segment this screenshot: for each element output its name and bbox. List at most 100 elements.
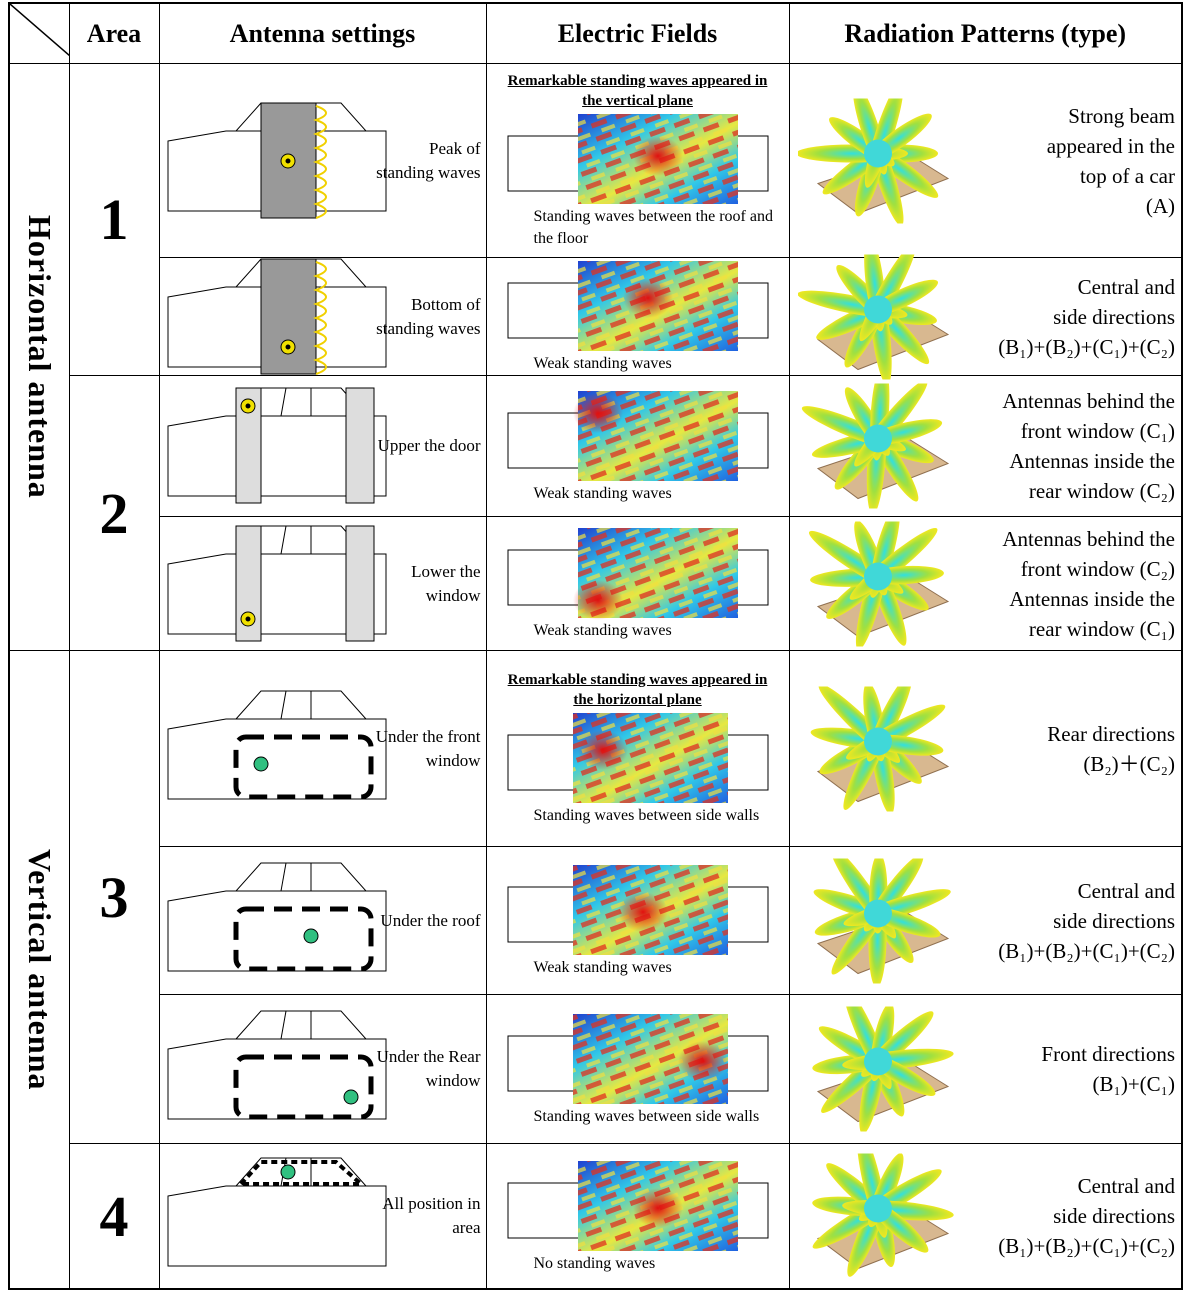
pattern-line: (B₁)+(B₂)+(C₁)+(C₂) [998, 1231, 1175, 1261]
setting-box: Under the Rear window [160, 995, 486, 1143]
table-row: 2Upper the doorWeak standing wavesAntenn… [9, 376, 1182, 517]
header-cell: Electric Fields [486, 3, 789, 64]
field-map [503, 710, 773, 805]
pattern-line: Central and [998, 876, 1175, 906]
car-diagram [166, 524, 396, 644]
setting-box: Lower the window [160, 517, 486, 650]
pattern-line: side directions [998, 302, 1175, 332]
setting-box: Under the roof [160, 847, 486, 994]
field-map [503, 862, 773, 957]
field-cell: Weak standing waves [486, 847, 789, 995]
door-panel [346, 388, 374, 503]
field-caption: Standing waves between the roof and the … [502, 206, 774, 250]
radiation-pattern [798, 1007, 958, 1132]
car-diagram [166, 386, 396, 506]
pattern-line: (B₁)+(C₁) [1041, 1069, 1175, 1099]
group-label: Horizontal antenna [21, 215, 58, 499]
field-box: Remarkable standing waves appeared in th… [487, 71, 789, 250]
setting-label: Under the Rear window [376, 1045, 481, 1093]
pattern-text: Front directions(B₁)+(C₁) [1041, 1039, 1175, 1099]
field-hotspot [633, 1188, 683, 1228]
field-cell: Remarkable standing waves appeared in th… [486, 64, 789, 258]
area-cell: 1 [69, 64, 159, 376]
car-cabin [236, 863, 366, 891]
setting-box: All position in area [160, 1144, 486, 1288]
pattern-line: appeared in the [1047, 131, 1175, 161]
field-box: No standing waves [487, 1158, 789, 1275]
source [281, 1165, 295, 1179]
pattern-line: top of a car [1047, 161, 1175, 191]
pattern-line: side directions [998, 906, 1175, 936]
pattern-line: rear window (C₁) [1002, 614, 1175, 644]
field-caption: Weak standing waves [502, 483, 774, 505]
field-cell: Weak standing waves [486, 376, 789, 517]
pattern-line: Antennas behind the [1002, 386, 1175, 416]
field-box: Weak standing waves [487, 388, 789, 505]
area-cell: 2 [69, 376, 159, 651]
pattern-cell: Central andside directions(B₁)+(B₂)+(C₁)… [789, 847, 1182, 995]
setting-label: Under the roof [376, 909, 481, 933]
pillar [281, 526, 286, 554]
field-box: Weak standing waves [487, 258, 789, 375]
field-cell: Remarkable standing waves appeared in th… [486, 651, 789, 847]
pattern-box: Strong beamappeared in thetop of a car(A… [790, 64, 1182, 257]
pattern-line: Antennas inside the [1002, 446, 1175, 476]
field-cell: No standing waves [486, 1144, 789, 1290]
setting-label: Bottom of standing waves [376, 293, 481, 341]
setting-box: Upper the door [160, 376, 486, 516]
setting-box: Bottom of standing waves [160, 258, 486, 375]
group-cell: Vertical antenna [9, 651, 69, 1290]
radiation-pattern [798, 686, 958, 811]
lobe-core [864, 425, 892, 453]
field-caption: Standing waves between side walls [502, 805, 774, 827]
pattern-line: side directions [998, 1201, 1175, 1231]
field-hotspot [573, 580, 623, 620]
setting-label: All position in area [376, 1192, 481, 1240]
setting-label: Peak of standing waves [376, 137, 481, 185]
field-hotspot [618, 892, 668, 932]
pattern-line: front window (C₁) [1002, 416, 1175, 446]
pattern-line: Antennas inside the [1002, 584, 1175, 614]
antenna-panel [261, 259, 316, 374]
pattern-line: Rear directions [1047, 719, 1175, 749]
car-body [168, 1186, 386, 1266]
pattern-box: Central andside directions(B₁)+(B₂)+(C₁)… [790, 1144, 1182, 1288]
field-map [503, 111, 773, 206]
pattern-line: Central and [998, 272, 1175, 302]
lobe-core [864, 139, 892, 167]
car-diagram [166, 257, 396, 377]
pattern-cell: Antennas behind thefront window (C₂)Ante… [789, 517, 1182, 651]
page: {"table": { "header": ["Area", "Antenna … [0, 0, 1189, 1277]
field-hotspot [633, 136, 683, 176]
pattern-box: Antennas behind thefront window (C₁)Ante… [790, 376, 1182, 516]
car-diagram [166, 689, 396, 809]
table-row: Bottom of standing wavesWeak standing wa… [9, 258, 1182, 376]
field-caption: Weak standing waves [502, 620, 774, 642]
table-row: Lower the window Weak standing waves Anten… [9, 517, 1182, 651]
pattern-box: Front directions(B₁)+(C₁) [790, 995, 1182, 1143]
source [344, 1090, 358, 1104]
pillar [281, 1011, 286, 1039]
field-box: Standing waves between side walls [487, 1011, 789, 1128]
field-box: Weak standing waves [487, 525, 789, 642]
setting-cell: Peak of standing waves [159, 64, 486, 258]
radiation-pattern [798, 384, 958, 509]
car-cabin [236, 1158, 366, 1186]
table-row: Under the roofWeak standing waves Central… [9, 847, 1182, 995]
field-map [503, 258, 773, 353]
pattern-line: front window (C₂) [1002, 554, 1175, 584]
setting-cell: Lower the window [159, 517, 486, 651]
pattern-text: Strong beamappeared in thetop of a car(A… [1047, 101, 1175, 221]
setting-cell: Under the roof [159, 847, 486, 995]
table-row: 4All position in areaNo standing wavesCe… [9, 1144, 1182, 1290]
lobe-core [864, 727, 892, 755]
pattern-box: Rear directions(B₂)＋(C₂) [790, 651, 1182, 846]
field-note: Remarkable standing waves appeared in th… [503, 670, 773, 710]
pattern-box: Central andside directions(B₁)+(B₂)+(C₁)… [790, 847, 1182, 994]
field-cell: Weak standing waves [486, 517, 789, 651]
